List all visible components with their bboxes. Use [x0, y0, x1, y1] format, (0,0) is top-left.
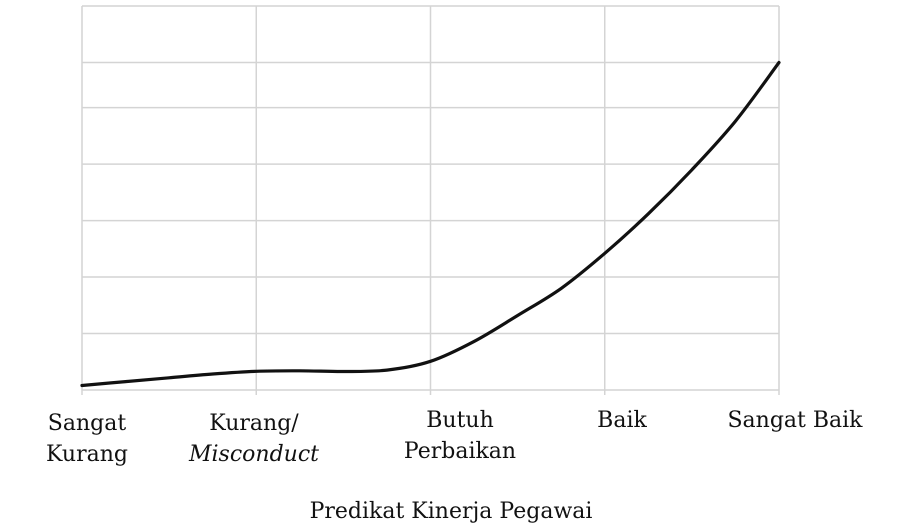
- axes: [81, 390, 780, 395]
- x-tick-label-line: Sangat Baik: [727, 408, 863, 433]
- x-tick-label: Sangat Kurang: [46, 411, 128, 467]
- x-tick-label-line: Misconduct: [188, 442, 319, 467]
- x-tick-labels: Sangat Kurang Kurang/Misconduct Butuh Perbai…: [46, 408, 863, 467]
- grid: [81, 5, 780, 391]
- x-tick-label: Baik: [597, 408, 647, 433]
- series-line: [80, 60, 781, 388]
- x-tick-label-line: Perbaikan: [404, 439, 516, 464]
- x-tick-label: Butuh Perbaikan: [404, 408, 516, 464]
- x-tick-label-line: Kurang/: [209, 411, 299, 436]
- x-tick-label-line: Sangat: [48, 411, 127, 436]
- x-tick-label-line: Baik: [597, 408, 647, 433]
- series-layer: [80, 60, 781, 388]
- x-axis-title: Predikat Kinerja Pegawai: [310, 499, 593, 524]
- x-tick-label-line: Kurang: [46, 442, 128, 467]
- x-tick-label: Kurang/Misconduct: [188, 411, 319, 467]
- x-tick-label-line: Butuh: [426, 408, 494, 433]
- x-tick-label: Sangat Baik: [727, 408, 863, 433]
